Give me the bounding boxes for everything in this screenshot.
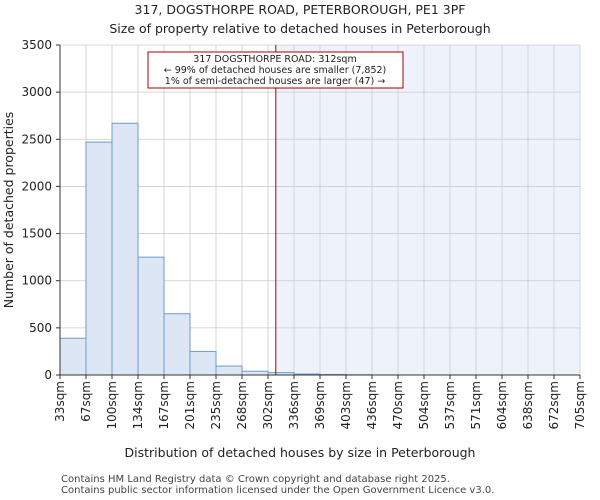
bar bbox=[137, 256, 165, 376]
y-ticks: 0 500 1000 1500 2000 2500 3000 3500 bbox=[21, 38, 60, 382]
y-tick-label: 1500 bbox=[21, 227, 52, 241]
annotation-line3: 1% of semi-detached houses are larger (4… bbox=[165, 76, 385, 87]
y-axis-label: Number of detached properties bbox=[1, 112, 16, 309]
annotation-box: 317 DOGSTHORPE ROAD: 312sqm ← 99% of det… bbox=[147, 51, 404, 89]
bar bbox=[59, 337, 87, 376]
x-tick-label: 705sqm bbox=[573, 381, 587, 429]
y-tick-label: 500 bbox=[29, 321, 52, 335]
bar bbox=[111, 122, 139, 376]
y-tick-label: 2500 bbox=[21, 132, 52, 146]
x-tick-label: 672sqm bbox=[547, 381, 561, 429]
chart-title: 317, DOGSTHORPE ROAD, PETERBOROUGH, PE1 … bbox=[135, 2, 466, 17]
chart-subtitle: Size of property relative to detached ho… bbox=[109, 21, 490, 36]
bars bbox=[59, 122, 373, 376]
annotation-frame bbox=[147, 51, 404, 89]
x-tick-label: 134sqm bbox=[131, 381, 145, 429]
x-tick-label: 33sqm bbox=[53, 381, 67, 422]
highlight-region-group bbox=[275, 45, 580, 375]
x-tick-label: 504sqm bbox=[417, 381, 431, 429]
annotation-line1: 317 DOGSTHORPE ROAD: 312sqm bbox=[193, 54, 356, 65]
y-tick-label: 3500 bbox=[21, 38, 52, 52]
x-tick-label: 100sqm bbox=[105, 381, 119, 429]
bar bbox=[163, 313, 191, 376]
bar bbox=[215, 365, 243, 376]
bar bbox=[189, 350, 217, 376]
footer-line1: Contains HM Land Registry data © Crown c… bbox=[61, 474, 450, 485]
x-tick-label: 268sqm bbox=[235, 381, 249, 429]
x-tick-label: 336sqm bbox=[287, 381, 301, 429]
x-tick-label: 67sqm bbox=[79, 381, 93, 422]
footer-line2: Contains public sector information licen… bbox=[61, 485, 495, 496]
x-tick-label: 436sqm bbox=[365, 381, 379, 429]
x-tick-label: 470sqm bbox=[391, 381, 405, 429]
y-tick-label: 3000 bbox=[21, 85, 52, 99]
bar bbox=[241, 370, 269, 376]
x-tick-label: 638sqm bbox=[521, 381, 535, 429]
x-tick-label: 302sqm bbox=[261, 381, 275, 429]
x-tick-label: 369sqm bbox=[313, 381, 327, 429]
x-tick-label: 403sqm bbox=[339, 381, 353, 429]
y-tick-label: 0 bbox=[44, 368, 52, 382]
x-ticks: 33sqm 67sqm 100sqm 134sqm 167sqm 201sqm 235sqm… bbox=[53, 375, 587, 429]
x-tick-label: 537sqm bbox=[443, 381, 457, 429]
y-tick-label: 2000 bbox=[21, 179, 52, 193]
x-axis-label: Distribution of detached houses by size … bbox=[125, 445, 476, 460]
x-tick-label: 571sqm bbox=[469, 381, 483, 429]
annotation-line2: ← 99% of detached houses are smaller (7,… bbox=[164, 65, 387, 76]
x-tick-label: 604sqm bbox=[495, 381, 509, 429]
x-tick-label: 201sqm bbox=[183, 381, 197, 429]
highlight-region bbox=[275, 45, 580, 375]
x-tick-label: 167sqm bbox=[157, 381, 171, 429]
bar bbox=[85, 141, 113, 376]
y-tick-label: 1000 bbox=[21, 274, 52, 288]
x-tick-label: 235sqm bbox=[209, 381, 223, 429]
